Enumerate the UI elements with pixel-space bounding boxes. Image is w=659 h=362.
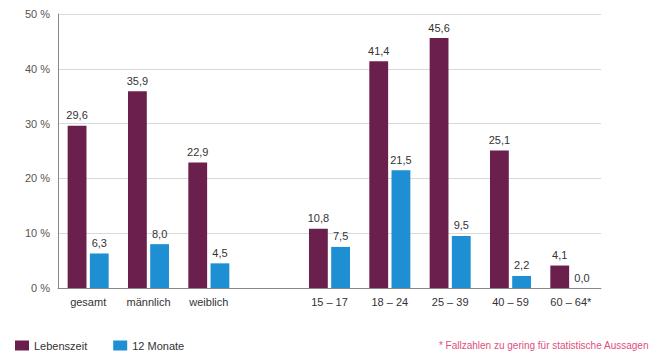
svg-text:Lebenszeit: Lebenszeit [34, 340, 87, 352]
svg-text:60 – 64*: 60 – 64* [550, 296, 592, 308]
svg-text:12 Monate: 12 Monate [132, 340, 184, 352]
svg-text:40 %: 40 % [25, 63, 50, 75]
svg-text:2,2: 2,2 [514, 259, 529, 271]
svg-text:gesamt: gesamt [70, 296, 106, 308]
svg-text:30 %: 30 % [25, 118, 50, 130]
svg-text:9,5: 9,5 [454, 219, 469, 231]
svg-text:50 %: 50 % [25, 8, 50, 20]
svg-text:männlich: männlich [126, 296, 170, 308]
svg-text:10 %: 10 % [25, 227, 50, 239]
svg-text:4,1: 4,1 [552, 249, 567, 261]
svg-text:21,5: 21,5 [390, 154, 411, 166]
svg-text:* Fallzahlen zu gering für sta: * Fallzahlen zu gering für statistische … [439, 340, 649, 351]
svg-text:35,9: 35,9 [127, 75, 148, 87]
svg-text:20 %: 20 % [25, 172, 50, 184]
svg-text:40 – 59: 40 – 59 [492, 296, 529, 308]
svg-text:6,3: 6,3 [92, 237, 107, 249]
svg-text:0,0: 0,0 [574, 272, 589, 284]
svg-text:18 – 24: 18 – 24 [371, 296, 408, 308]
svg-text:15 – 17: 15 – 17 [311, 296, 348, 308]
svg-text:0 %: 0 % [31, 282, 50, 294]
svg-text:29,6: 29,6 [66, 109, 87, 121]
svg-text:10,8: 10,8 [308, 212, 329, 224]
svg-text:25,1: 25,1 [489, 134, 510, 146]
svg-text:25 – 39: 25 – 39 [432, 296, 469, 308]
svg-text:7,5: 7,5 [333, 230, 348, 242]
svg-text:4,5: 4,5 [212, 247, 227, 259]
svg-text:weiblich: weiblich [188, 296, 228, 308]
svg-text:41,4: 41,4 [368, 45, 389, 57]
svg-text:22,9: 22,9 [187, 146, 208, 158]
svg-text:8,0: 8,0 [152, 228, 167, 240]
svg-text:45,6: 45,6 [428, 22, 449, 34]
